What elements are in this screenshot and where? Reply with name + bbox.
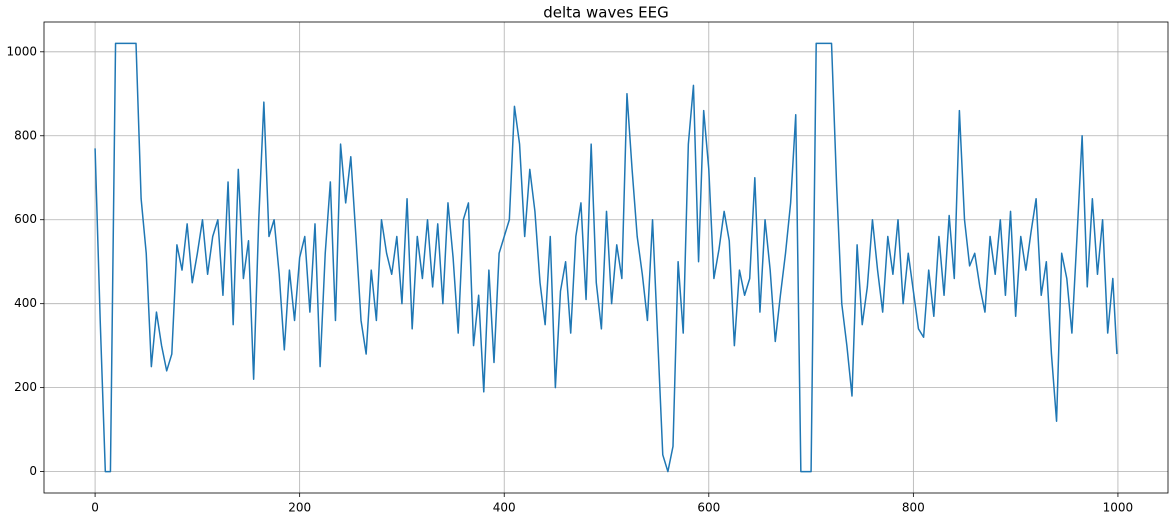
line-series	[94, 42, 1118, 473]
y-tick-label: 800	[14, 128, 37, 142]
y-tick-label: 200	[14, 380, 37, 394]
x-tick-label: 200	[288, 501, 311, 515]
y-tick-label: 1000	[6, 44, 37, 58]
x-tick-label: 600	[697, 501, 720, 515]
chart-title: delta waves EEG	[543, 4, 669, 22]
x-tick-label: 800	[902, 501, 925, 515]
y-tick-label: 0	[29, 464, 37, 478]
x-tick-label: 1000	[1103, 501, 1134, 515]
x-tick-label: 400	[493, 501, 516, 515]
plot-frame	[43, 21, 1169, 494]
y-tick-label: 400	[14, 296, 37, 310]
y-tick-label: 600	[14, 212, 37, 226]
x-tick-label: 0	[91, 501, 99, 515]
